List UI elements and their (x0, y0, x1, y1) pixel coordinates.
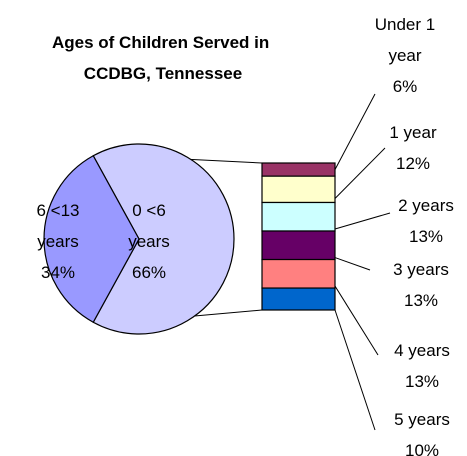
breakdown-label-3: 3 years 13% (393, 260, 449, 310)
leader-line-0 (334, 93, 376, 170)
chart-title: Ages of Children Served in CCDBG, Tennes… (52, 33, 274, 83)
chart-title-line-2: CCDBG, Tennessee (84, 64, 242, 83)
breakdown-label-1-line: 1 year (389, 123, 437, 142)
breakdown-label-4-line: 13% (405, 372, 439, 391)
pie-labels: 0 <6 years 66% 6 <13 years 34% (36, 201, 169, 282)
pie-label-0-6-years-line: 66% (132, 263, 166, 282)
breakdown-label-0-line: 6% (393, 77, 418, 96)
bar-segment-2 (261, 201, 336, 232)
pie (43, 143, 235, 335)
breakdown-label-5-line: 5 years (394, 410, 450, 429)
pie-slice-0-6-years (92, 143, 235, 335)
bar-segment-0 (261, 162, 336, 177)
breakdown-label-4-line: 4 years (394, 341, 450, 360)
bar-segment-3 (261, 230, 336, 261)
breakdown-labels: Under 1 year 6% 1 year 12% 2 years 13% 3 years 1… (375, 15, 454, 456)
bar-segment-1 (261, 175, 336, 204)
breakdown-label-0-line: year (388, 46, 421, 65)
breakdown-label-5: 5 years 10% (394, 410, 450, 456)
leader-line-4 (334, 285, 379, 356)
breakdown-label-3-line: 13% (404, 291, 438, 310)
pie-slice-6-13-years (43, 154, 140, 324)
pie-label-0-6-years: 0 <6 years 66% (128, 201, 170, 282)
breakdown-label-0: Under 1 year 6% (375, 15, 435, 96)
leader-line-1 (334, 147, 386, 199)
bar-segment-4 (261, 258, 336, 289)
pie-label-0-6-years-line: 0 <6 (132, 201, 166, 220)
bar-segment-5 (261, 287, 336, 311)
breakdown-label-2-line: 13% (409, 227, 443, 246)
breakdown-label-0-line: Under 1 (375, 15, 435, 34)
breakdown-label-4: 4 years 13% (394, 341, 450, 391)
breakdown-label-1: 1 year 12% (389, 123, 437, 173)
breakdown-label-2-line: 2 years (398, 196, 454, 215)
leader-line-3 (334, 257, 371, 271)
leader-line-2 (334, 212, 391, 230)
pie-label-6-13-years-line: 6 <13 (36, 201, 79, 220)
pie-label-6-13-years-line: 34% (41, 263, 75, 282)
breakdown-label-5-line: 10% (405, 441, 439, 456)
chart-title-line-1: Ages of Children Served in (52, 33, 269, 52)
pie-label-6-13-years-line: years (37, 232, 79, 251)
breakdown-label-2: 2 years 13% (398, 196, 454, 246)
pie-label-6-13-years: 6 <13 years 34% (36, 201, 79, 282)
leader-line-5 (334, 309, 376, 431)
leader-lines (334, 93, 391, 431)
pie-label-0-6-years-line: years (128, 232, 170, 251)
breakdown-label-3-line: 3 years (393, 260, 449, 279)
breakdown-label-1-line: 12% (396, 154, 430, 173)
breakdown-bar (261, 162, 336, 311)
